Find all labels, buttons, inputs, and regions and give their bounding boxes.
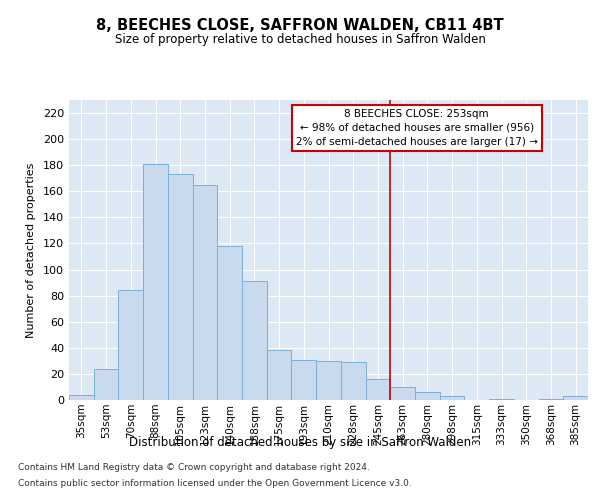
- Text: Distribution of detached houses by size in Saffron Walden: Distribution of detached houses by size …: [129, 436, 471, 449]
- Bar: [292, 360, 316, 400]
- Bar: [563, 396, 588, 400]
- Bar: [341, 362, 365, 400]
- Bar: [242, 282, 267, 400]
- Bar: [415, 392, 440, 400]
- Text: 8, BEECHES CLOSE, SAFFRON WALDEN, CB11 4BT: 8, BEECHES CLOSE, SAFFRON WALDEN, CB11 4…: [96, 18, 504, 32]
- Bar: [539, 398, 563, 400]
- Text: 8 BEECHES CLOSE: 253sqm
← 98% of detached houses are smaller (956)
2% of semi-de: 8 BEECHES CLOSE: 253sqm ← 98% of detache…: [296, 109, 538, 147]
- Bar: [69, 395, 94, 400]
- Y-axis label: Number of detached properties: Number of detached properties: [26, 162, 36, 338]
- Bar: [440, 396, 464, 400]
- Bar: [143, 164, 168, 400]
- Text: Size of property relative to detached houses in Saffron Walden: Size of property relative to detached ho…: [115, 32, 485, 46]
- Bar: [390, 387, 415, 400]
- Bar: [94, 368, 118, 400]
- Bar: [168, 174, 193, 400]
- Bar: [118, 290, 143, 400]
- Bar: [316, 361, 341, 400]
- Bar: [489, 398, 514, 400]
- Bar: [365, 379, 390, 400]
- Bar: [217, 246, 242, 400]
- Bar: [267, 350, 292, 400]
- Bar: [193, 185, 217, 400]
- Text: Contains HM Land Registry data © Crown copyright and database right 2024.: Contains HM Land Registry data © Crown c…: [18, 464, 370, 472]
- Text: Contains public sector information licensed under the Open Government Licence v3: Contains public sector information licen…: [18, 478, 412, 488]
